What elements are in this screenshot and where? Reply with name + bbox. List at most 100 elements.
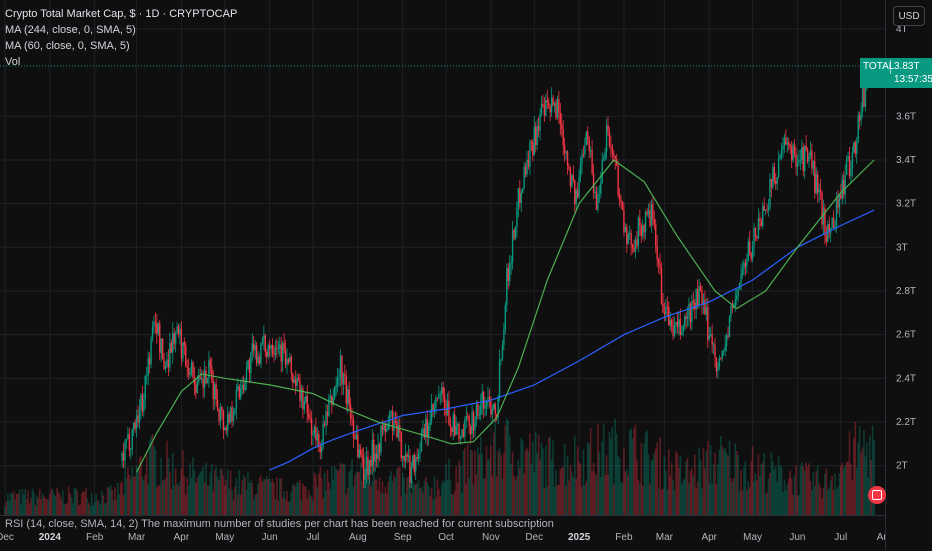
legend-volume[interactable]: Vol — [5, 56, 21, 68]
candle-body — [241, 384, 243, 389]
volume-bar — [116, 482, 119, 515]
volume-bar — [300, 500, 303, 515]
candle-body — [255, 345, 258, 364]
legend-ma-long[interactable]: MA (244, close, 0, SMA, 5) — [5, 24, 136, 36]
candle-body — [640, 225, 642, 237]
volume-bar — [86, 498, 89, 515]
volume-bar — [458, 460, 460, 515]
volume-bar — [277, 500, 280, 515]
volume-bar — [34, 505, 37, 515]
time-axis[interactable]: Dec 2024 Feb Mar Apr May Jun Jul Aug Sep Oct Nov Dec… — [0, 515, 885, 551]
candle-body — [218, 409, 220, 422]
candle-body — [514, 226, 517, 240]
volume-bar — [776, 481, 779, 515]
volume-bar — [31, 488, 34, 515]
candle-body — [222, 410, 225, 431]
candle-body — [822, 208, 825, 225]
volume-bar — [247, 471, 249, 515]
volume-bar — [33, 492, 35, 515]
volume-bar — [425, 477, 427, 515]
candle-body — [630, 232, 632, 245]
volume-bar — [558, 485, 560, 515]
volume-bar — [281, 497, 284, 515]
chart-canvas[interactable] — [0, 0, 885, 515]
candle-body — [477, 404, 479, 416]
legend-title[interactable]: Crypto Total Market Cap, $ · 1D · CRYPTO… — [5, 8, 238, 20]
volume-bar — [72, 503, 74, 515]
time-tick-label-13: 2025 — [568, 532, 591, 543]
candle-body — [529, 141, 531, 167]
volume-bar — [59, 494, 61, 515]
volume-bar — [313, 472, 316, 515]
volume-bar — [761, 462, 764, 515]
volume-bar — [241, 480, 243, 515]
currency-button[interactable]: USD — [893, 6, 925, 26]
candle-body — [860, 111, 862, 121]
volume-bar — [692, 475, 695, 515]
candle-body — [462, 429, 465, 437]
candle-body — [203, 370, 206, 388]
candle-body — [665, 306, 667, 315]
volume-bar — [24, 489, 27, 515]
volume-bar — [283, 491, 285, 515]
volume-bar — [675, 451, 677, 515]
price-tick-label-7: 3.4T — [896, 155, 916, 166]
candle-body — [464, 420, 466, 437]
candle-body — [357, 434, 359, 458]
volume-bar — [504, 424, 507, 515]
candle-body — [670, 319, 673, 327]
price-axis[interactable]: 2T 2.2T 2.4T 2.6T 2.8T 3T 3.2T 3.4T 3.6T 4T — [885, 0, 932, 550]
volume-bar — [21, 489, 24, 515]
legend-ma-short[interactable]: MA (60, close, 0, SMA, 5) — [5, 40, 130, 52]
candle-body — [504, 305, 507, 330]
candle-body — [749, 241, 751, 253]
candle-body — [397, 425, 400, 438]
volume-bar — [361, 480, 363, 515]
volume-bar — [799, 465, 802, 515]
candle-body — [254, 345, 256, 351]
volume-bar — [529, 433, 531, 515]
candle-body — [517, 188, 520, 208]
chart-pane[interactable]: Crypto Total Market Cap, $ · 1D · CRYPTO… — [0, 0, 885, 515]
candle-body — [472, 412, 475, 431]
volume-bar — [620, 481, 622, 515]
volume-bar — [720, 435, 722, 515]
volume-bar — [205, 463, 207, 515]
volume-bar — [494, 421, 497, 515]
candle-body — [478, 414, 481, 416]
volume-bar — [388, 475, 391, 515]
candle-body — [539, 114, 541, 131]
tradingview-logo-icon[interactable] — [868, 486, 886, 504]
volume-bar — [255, 493, 258, 515]
volume-bar — [222, 475, 225, 515]
volume-bar — [546, 486, 549, 515]
volume-bar — [99, 504, 102, 515]
volume-bar — [309, 494, 311, 515]
volume-bar — [385, 493, 388, 515]
candle-body — [219, 406, 222, 422]
volume-bar — [585, 481, 588, 515]
candle-body — [361, 455, 363, 459]
candle-body — [698, 286, 700, 305]
candle-body — [192, 362, 194, 378]
candle-body — [561, 124, 563, 129]
candle-body — [310, 418, 313, 435]
volume-bar — [370, 486, 372, 515]
candle-body — [381, 425, 384, 430]
candle-body — [782, 146, 784, 150]
volume-bar — [647, 454, 650, 515]
volume-bar — [226, 469, 229, 515]
volume-bar — [455, 466, 457, 515]
volume-bar — [790, 478, 793, 515]
candle-body — [675, 321, 677, 325]
price-tick-label-6: 3.2T — [896, 199, 916, 210]
time-tick-label-19: Jul — [834, 532, 847, 543]
volume-bar — [586, 442, 589, 515]
volume-bar — [153, 446, 155, 515]
candle-body — [652, 204, 654, 219]
volume-bar — [77, 505, 80, 515]
candle-body — [535, 126, 537, 146]
candle-body — [140, 394, 142, 410]
volume-bar — [770, 452, 773, 515]
candle-body — [177, 326, 180, 335]
